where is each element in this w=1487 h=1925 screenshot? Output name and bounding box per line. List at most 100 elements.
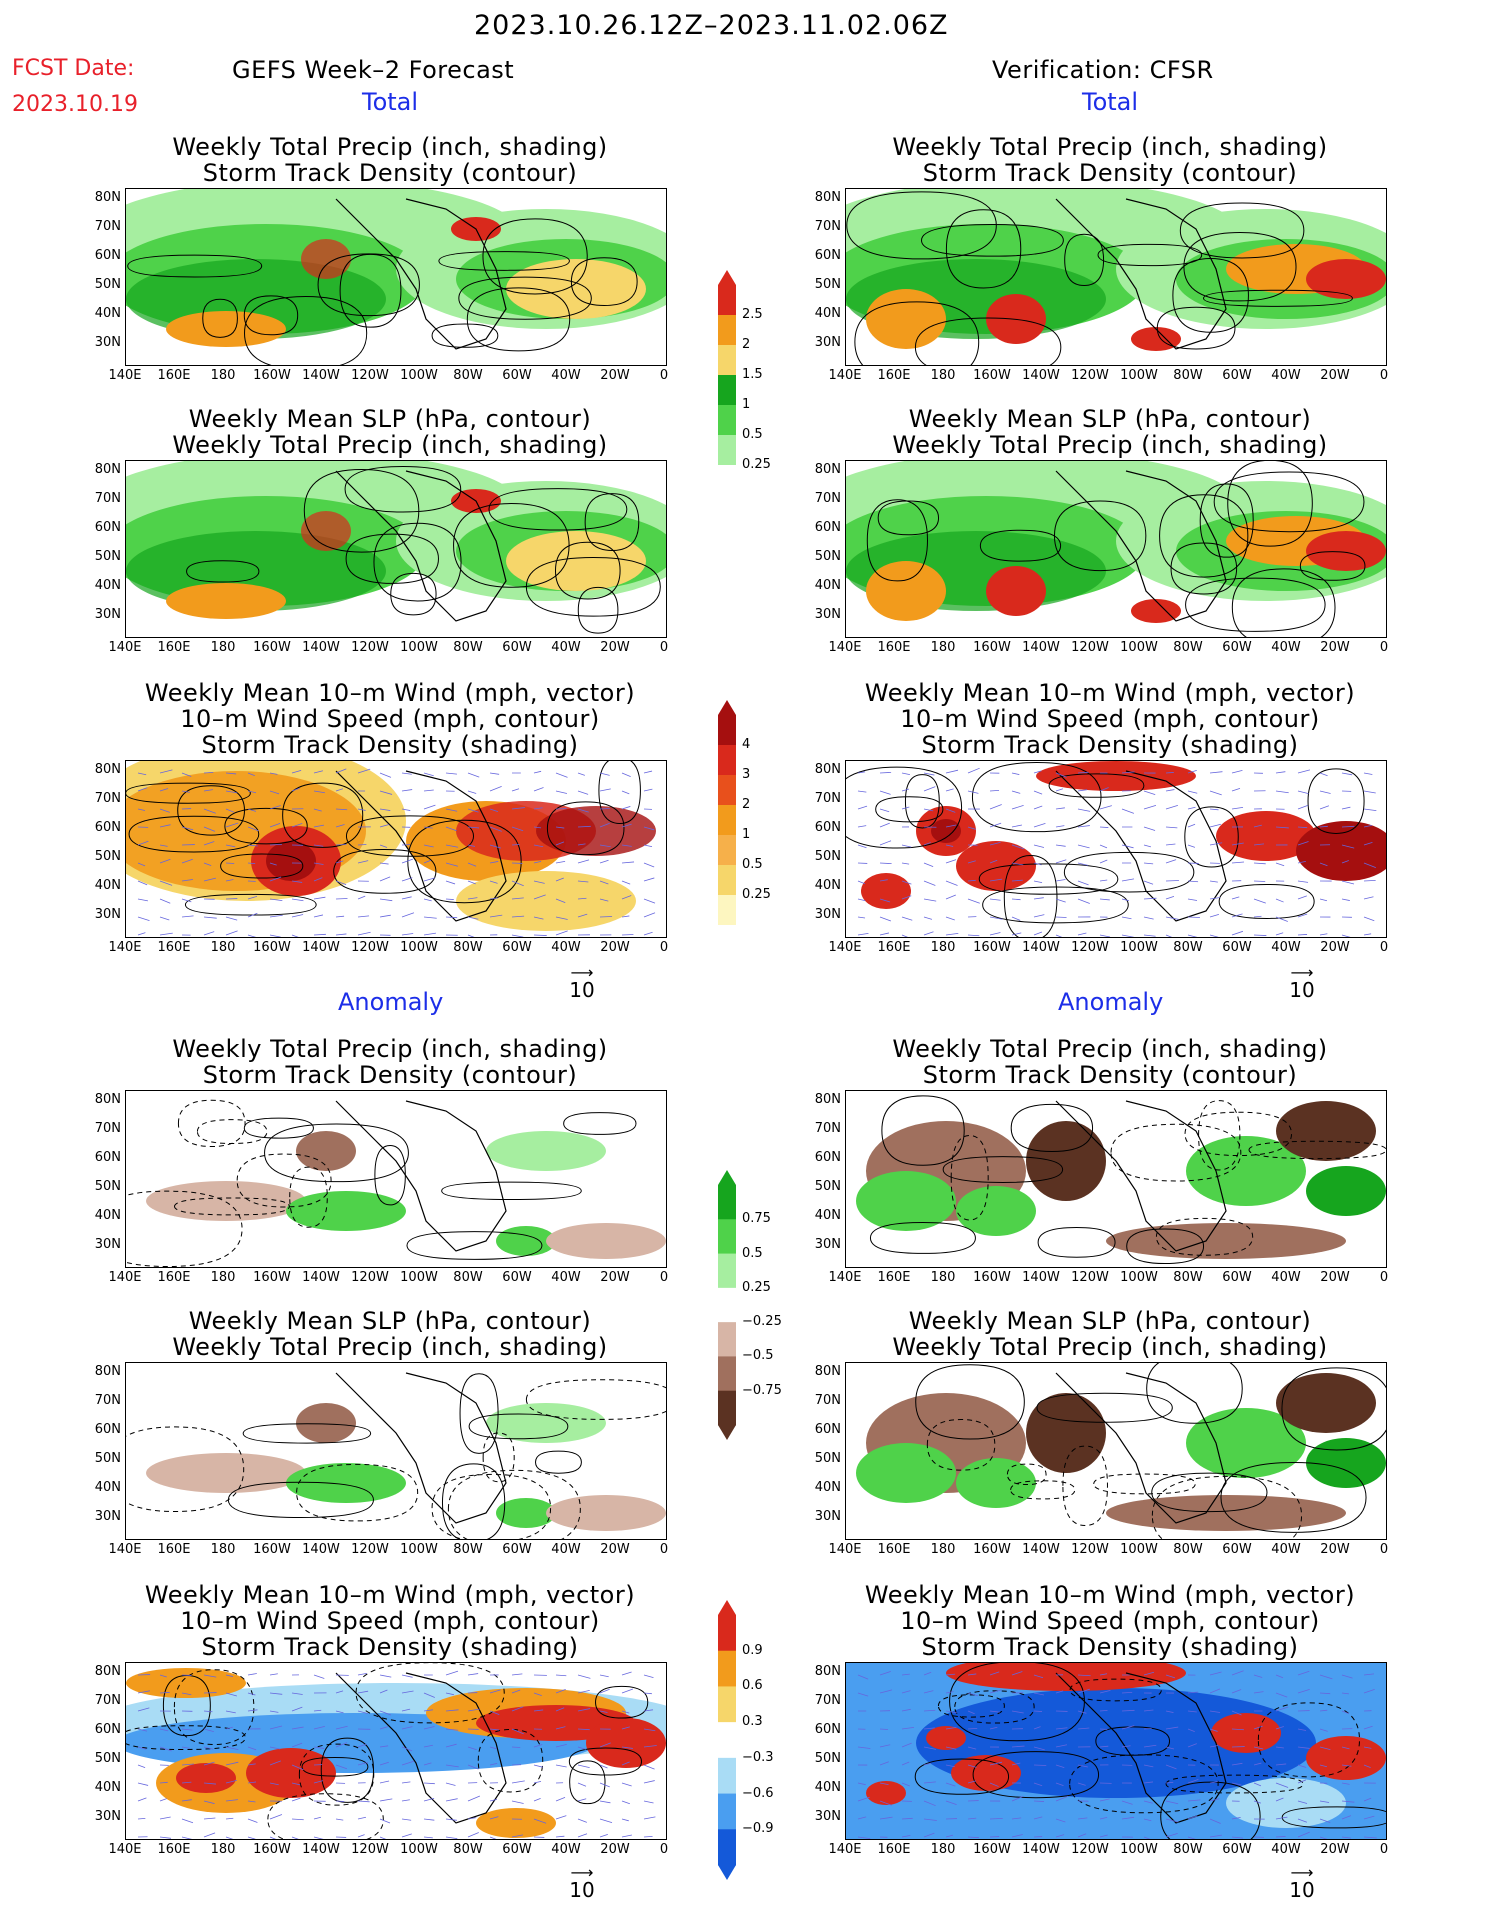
lat-label: 60N	[814, 820, 841, 835]
section-total-right: Total	[1082, 88, 1139, 116]
lat-label: 40N	[814, 878, 841, 893]
map-graphic	[856, 1363, 1386, 1539]
panel-title-line: 10–m Wind Speed (mph, contour)	[180, 1607, 600, 1635]
colorbar-label: −0.9	[742, 1821, 774, 1837]
left-column-title: GEFS Week–2 Forecast	[232, 56, 515, 84]
lat-label: 60N	[814, 1722, 841, 1737]
lon-label: 160E	[157, 368, 191, 383]
lat-label: 60N	[94, 1150, 121, 1165]
colorbar-graphic	[718, 270, 736, 510]
section-anomaly-left: Anomaly	[338, 988, 444, 1016]
lat-label: 50N	[94, 277, 121, 292]
panel-title-line: Weekly Total Precip (inch, shading)	[172, 1333, 608, 1361]
lon-label: 80W	[453, 368, 483, 383]
lat-label: 80N	[814, 1092, 841, 1107]
vector-ref-4: ⟶ 10	[1280, 1865, 1324, 1903]
lon-label: 160W	[253, 1842, 291, 1857]
lon-label: 20W	[600, 940, 630, 955]
lat-label: 40N	[94, 878, 121, 893]
lon-label: 160W	[973, 1270, 1011, 1285]
map-graphic	[126, 1099, 666, 1267]
lon-label: 0	[659, 1842, 669, 1857]
lat-label: 50N	[814, 1179, 841, 1194]
lat-label: 50N	[94, 849, 121, 864]
lon-label: 80W	[1173, 1542, 1203, 1557]
lon-label: 80W	[1173, 368, 1203, 383]
colorbar-graphic	[718, 1600, 736, 1880]
lat-label: 30N	[814, 907, 841, 922]
lat-label: 80N	[814, 462, 841, 477]
lat-label: 70N	[94, 1121, 121, 1136]
lon-label: 180	[210, 1270, 236, 1285]
colorbar-label: 1.5	[742, 367, 763, 382]
panel-title: Weekly Total Precip (inch, shading) Storm…	[110, 134, 670, 186]
panel-title: Weekly Mean 10–m Wind (mph, vector) 10–m …	[110, 680, 670, 758]
lat-label: 40N	[94, 306, 121, 321]
lat-label: 40N	[814, 1208, 841, 1223]
lat-label: 80N	[94, 462, 121, 477]
lat-label: 50N	[94, 1751, 121, 1766]
lat-label: 60N	[814, 1150, 841, 1165]
panel-title-line: Storm Track Density (contour)	[202, 1061, 578, 1089]
lon-label: 180	[210, 368, 236, 383]
lat-label: 30N	[94, 1509, 121, 1524]
lon-label: 80W	[1173, 1270, 1203, 1285]
lon-label: 140W	[302, 368, 340, 383]
lon-label: 160E	[157, 1542, 191, 1557]
lon-label: 160W	[253, 640, 291, 655]
colorbar-graphic	[718, 700, 736, 970]
lat-label: 40N	[94, 578, 121, 593]
panel-title-line: Weekly Total Precip (inch, shading)	[172, 431, 608, 459]
lat-label: 50N	[94, 1451, 121, 1466]
panel-title-line: Weekly Mean 10–m Wind (mph, vector)	[864, 679, 1356, 707]
panel-title: Weekly Mean 10–m Wind (mph, vector) 10–m …	[830, 1582, 1390, 1660]
lon-label: 160W	[973, 1842, 1011, 1857]
panel-title-line: Weekly Total Precip (inch, shading)	[172, 1035, 608, 1063]
colorbar: 4 3 2 1 0.5 0.25	[718, 700, 771, 974]
lon-label: 180	[930, 940, 956, 955]
lon-label: 120W	[1071, 1842, 1109, 1857]
map-panel	[125, 460, 667, 638]
lat-label: 60N	[94, 1722, 121, 1737]
lat-label: 70N	[814, 1693, 841, 1708]
lon-label: 0	[1379, 368, 1389, 383]
lon-label: 80W	[453, 1542, 483, 1557]
panel-title-line: Storm Track Density (shading)	[201, 1633, 579, 1661]
colorbar-label: 2	[742, 337, 751, 352]
lon-label: 20W	[600, 1542, 630, 1557]
lon-label: 0	[659, 940, 669, 955]
arrow-icon: ⟶	[1290, 963, 1314, 982]
lon-label: 140E	[108, 1270, 142, 1285]
lon-label: 80W	[1173, 940, 1203, 955]
lon-label: 140E	[828, 940, 862, 955]
fcst-date-label: FCST Date:	[12, 56, 135, 81]
lon-label: 40W	[1271, 1270, 1301, 1285]
lon-label: 100W	[400, 940, 438, 955]
lon-label: 140E	[108, 640, 142, 655]
lat-label: 30N	[814, 1237, 841, 1252]
map-panel	[125, 1090, 667, 1268]
lon-label: 140W	[302, 1842, 340, 1857]
lon-label: 0	[659, 640, 669, 655]
lon-label: 20W	[1320, 368, 1350, 383]
lon-label: 160W	[973, 940, 1011, 955]
panel-title-line: 10–m Wind Speed (mph, contour)	[900, 1607, 1320, 1635]
lat-label: 60N	[94, 520, 121, 535]
lat-label: 70N	[814, 219, 841, 234]
lat-label: 50N	[814, 277, 841, 292]
lon-label: 20W	[1320, 1270, 1350, 1285]
lon-label: 60W	[1222, 1270, 1252, 1285]
map-panel	[845, 760, 1387, 938]
lon-label: 20W	[600, 1270, 630, 1285]
lat-label: 50N	[814, 1451, 841, 1466]
section-anomaly-right: Anomaly	[1058, 988, 1164, 1016]
lon-label: 140W	[302, 940, 340, 955]
lon-label: 160W	[253, 940, 291, 955]
panel-title-line: 10–m Wind Speed (mph, contour)	[180, 705, 600, 733]
lon-label: 20W	[600, 368, 630, 383]
lon-label: 140W	[302, 640, 340, 655]
lon-label: 40W	[551, 940, 581, 955]
lon-label: 140E	[828, 1270, 862, 1285]
section-total-left: Total	[362, 88, 419, 116]
panel-title-line: Weekly Mean 10–m Wind (mph, vector)	[144, 1581, 636, 1609]
